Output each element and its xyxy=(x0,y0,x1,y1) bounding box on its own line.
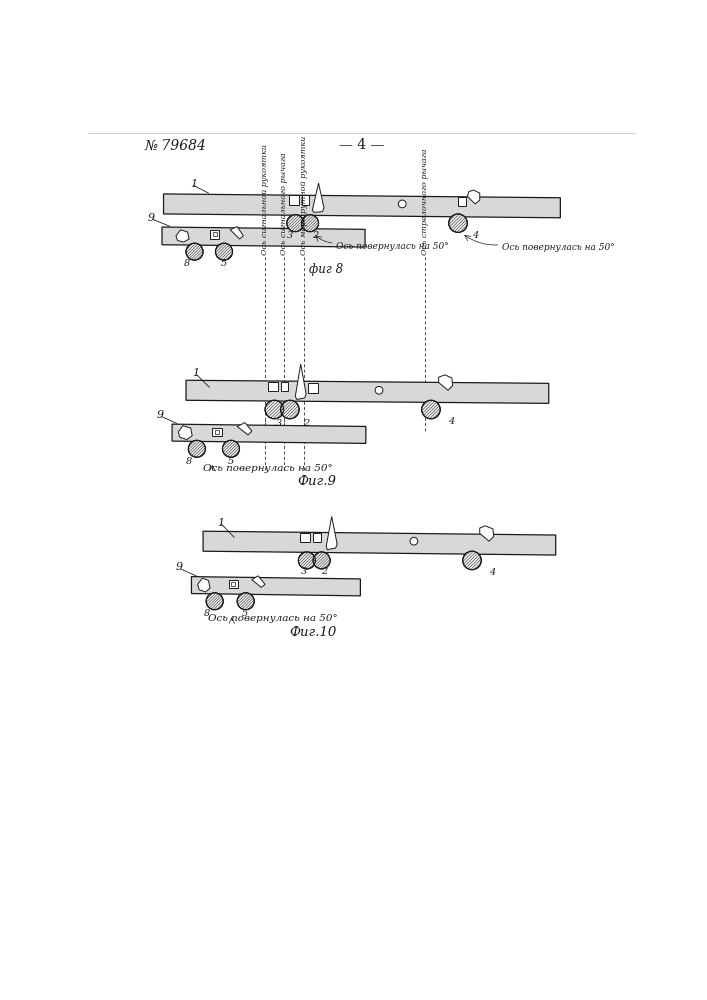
Text: фиг 8: фиг 8 xyxy=(309,263,344,276)
Polygon shape xyxy=(237,423,252,435)
Polygon shape xyxy=(230,227,243,239)
Polygon shape xyxy=(327,517,337,550)
Text: Ось сигнальной рукоятки: Ось сигнальной рукоятки xyxy=(261,144,269,255)
Text: 1: 1 xyxy=(190,179,197,189)
Polygon shape xyxy=(308,383,317,393)
Polygon shape xyxy=(268,382,278,391)
Polygon shape xyxy=(480,526,493,541)
Circle shape xyxy=(298,552,315,569)
Polygon shape xyxy=(438,375,452,390)
Polygon shape xyxy=(192,577,361,596)
Text: 3: 3 xyxy=(300,567,307,576)
Text: 2: 2 xyxy=(312,231,318,240)
Polygon shape xyxy=(296,364,306,400)
Text: 4: 4 xyxy=(448,417,454,426)
Polygon shape xyxy=(215,430,219,434)
Text: 2: 2 xyxy=(321,567,327,576)
Text: 3: 3 xyxy=(287,231,293,240)
Text: 5: 5 xyxy=(228,457,234,466)
Text: 3: 3 xyxy=(276,419,282,428)
Text: 9: 9 xyxy=(148,213,155,223)
Polygon shape xyxy=(198,578,210,592)
Circle shape xyxy=(206,593,223,610)
Text: 5: 5 xyxy=(221,259,227,268)
Circle shape xyxy=(421,400,440,419)
Polygon shape xyxy=(211,230,219,239)
Circle shape xyxy=(398,200,406,208)
Polygon shape xyxy=(288,195,299,205)
Circle shape xyxy=(188,440,206,457)
Polygon shape xyxy=(301,195,309,205)
Text: Фиг.9: Фиг.9 xyxy=(298,475,337,488)
Polygon shape xyxy=(300,533,310,542)
Circle shape xyxy=(449,214,467,232)
Circle shape xyxy=(281,400,299,419)
Text: Ось повернулась на 50°: Ось повернулась на 50° xyxy=(337,242,449,251)
Polygon shape xyxy=(176,230,189,242)
Circle shape xyxy=(186,243,203,260)
Text: 8: 8 xyxy=(186,457,192,466)
Text: Ось сигнального рычага: Ось сигнального рычага xyxy=(280,152,288,255)
Polygon shape xyxy=(186,380,549,403)
Circle shape xyxy=(265,400,284,419)
Text: 4: 4 xyxy=(472,231,478,240)
Text: Ось стрелочного рычага: Ось стрелочного рычага xyxy=(421,148,428,255)
Polygon shape xyxy=(212,428,222,436)
Polygon shape xyxy=(163,194,561,218)
Text: 9: 9 xyxy=(156,410,164,420)
Polygon shape xyxy=(313,533,321,542)
Polygon shape xyxy=(213,232,216,236)
Polygon shape xyxy=(172,424,366,443)
Text: 8: 8 xyxy=(184,259,190,268)
Polygon shape xyxy=(178,426,192,440)
Circle shape xyxy=(301,215,319,232)
Text: 1: 1 xyxy=(217,518,224,528)
Circle shape xyxy=(287,215,304,232)
Text: № 79684: № 79684 xyxy=(144,138,206,152)
Text: 9: 9 xyxy=(176,562,183,572)
Circle shape xyxy=(313,552,330,569)
Polygon shape xyxy=(312,183,324,212)
Polygon shape xyxy=(231,582,235,586)
Polygon shape xyxy=(203,531,556,555)
Polygon shape xyxy=(467,190,480,204)
Text: 8: 8 xyxy=(204,609,210,618)
Circle shape xyxy=(462,551,481,570)
Polygon shape xyxy=(457,197,466,206)
Polygon shape xyxy=(162,227,365,247)
Polygon shape xyxy=(252,576,265,587)
Text: Ось маршрутной рукоятки: Ось маршрутной рукоятки xyxy=(300,135,308,255)
Text: Фиг.10: Фиг.10 xyxy=(289,626,337,639)
Text: 5: 5 xyxy=(242,609,248,618)
Circle shape xyxy=(237,593,255,610)
Polygon shape xyxy=(228,580,238,588)
Text: Ось повернулась на 50°: Ось повернулась на 50° xyxy=(502,243,615,252)
Text: Ось повернулась на 50°: Ось повернулась на 50° xyxy=(203,464,333,473)
Text: 2: 2 xyxy=(303,419,309,428)
Text: 4: 4 xyxy=(489,568,496,577)
Circle shape xyxy=(216,243,233,260)
Polygon shape xyxy=(281,382,288,391)
Text: 1: 1 xyxy=(192,368,199,378)
Circle shape xyxy=(410,537,418,545)
Text: Ось повернулась на 50°: Ось повернулась на 50° xyxy=(209,614,338,623)
Circle shape xyxy=(223,440,240,457)
Text: — 4 —: — 4 — xyxy=(339,138,385,152)
Circle shape xyxy=(375,386,383,394)
